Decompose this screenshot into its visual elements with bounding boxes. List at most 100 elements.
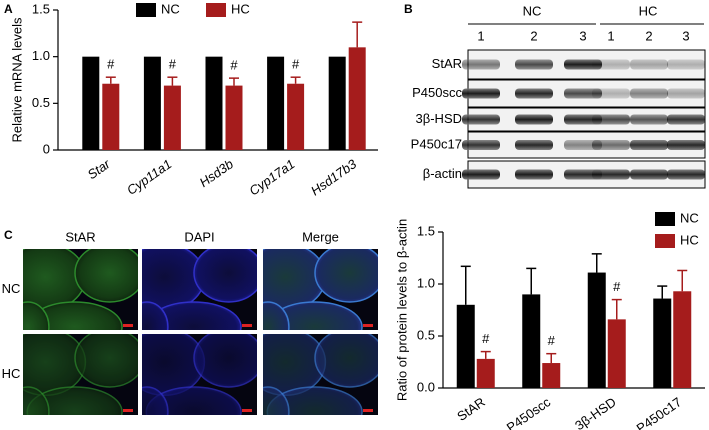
x-tick-label: Cyp17a1 [246,156,297,198]
significance-mark: # [169,57,177,72]
bar [653,298,672,388]
x-tick-label: Star [85,156,114,182]
protein-label: P450c17 [411,136,462,151]
image-frame [261,247,380,332]
bar [267,56,285,150]
tubules [141,333,258,416]
legend-label: HC [680,232,699,247]
bar [542,363,561,388]
blot-band [630,169,668,180]
y-tick-label: 0.5 [417,327,435,342]
tubule [314,333,379,388]
bar [82,56,100,150]
tubule [22,301,50,331]
image-frame [261,332,380,417]
bar [328,56,346,150]
x-tick-label: Hsd17b3 [308,156,360,199]
group-label: NC [523,3,542,18]
scale-bar [123,409,133,412]
tubule [141,301,169,331]
tubule [262,386,290,416]
bar [522,294,541,388]
panel-label: A [4,2,13,16]
significance-mark: # [548,333,556,348]
lane-label: 3 [579,28,586,43]
y-axis-label: Relative mRNA levels [9,17,24,142]
row-label: HC [2,366,21,381]
image-frame [21,247,140,332]
legend-swatch [655,212,675,226]
significance-mark: # [482,331,490,346]
bar [163,85,181,150]
y-tick-label: 0.5 [32,95,50,110]
tubule [141,386,169,416]
blot-band [592,88,630,99]
legend-label: NC [680,210,699,225]
tubules [22,333,139,416]
blot-band [515,140,553,150]
blot-band [515,59,553,70]
scale-bar [123,324,133,327]
y-tick-label: 0.0 [417,379,435,394]
tubule [22,386,50,416]
image-frame [140,247,259,332]
blot-band [592,140,630,150]
bar [456,304,475,388]
significance-mark: # [613,279,621,294]
legend-label: NC [161,1,180,16]
tubule [22,333,87,396]
panel-label: B [404,2,413,16]
lane-label: 2 [530,28,537,43]
scale-bar [242,409,252,412]
column-label: StAR [65,229,95,244]
lane-label: 3 [682,28,689,43]
y-tick-label: 1.0 [417,275,435,290]
bar [673,291,692,388]
protein-label: β-actin [423,166,462,181]
blot-band [515,88,553,99]
tubule [193,248,258,303]
blot-band [630,59,668,70]
blot-band [667,114,705,125]
significance-mark: # [107,57,115,72]
blot-band [667,59,705,70]
x-tick-label: StAR [454,394,487,424]
x-tick-label: P450scc [504,394,554,430]
significance-mark: # [292,57,300,72]
blot-band [462,88,500,99]
column-label: DAPI [184,229,214,244]
x-tick-label: Hsd3b [197,156,236,190]
blot-band [592,169,630,180]
tubules [22,248,139,331]
x-tick-label: P450c17 [634,394,685,430]
tubule [262,301,290,331]
tubules [262,333,379,416]
bar [348,47,366,151]
lane-label: 1 [607,28,614,43]
tubule [22,248,87,311]
tubule [314,248,379,303]
legend-label: HC [231,1,250,16]
legend-swatch [206,3,226,17]
protein-label: P450scc [412,85,462,100]
y-tick-label: 1.5 [417,223,435,238]
blot-band [667,169,705,180]
row-label: NC [2,281,21,296]
bar [102,83,120,150]
blot-band [462,114,500,125]
legend-swatch [136,3,156,17]
blot-band [630,140,668,150]
blot-band [515,169,553,180]
blot-band [462,59,500,70]
blot-band [630,88,668,99]
tubules [141,248,258,331]
scale-bar [363,409,373,412]
x-tick-label: Cyp11a1 [124,156,174,198]
x-tick-label: 3β-HSD [572,394,619,430]
scale-bar [242,324,252,327]
scale-bar [363,324,373,327]
y-tick-label: 1.5 [32,1,50,16]
bar [287,83,305,150]
lane-label: 2 [645,28,652,43]
blot-band [592,59,630,70]
